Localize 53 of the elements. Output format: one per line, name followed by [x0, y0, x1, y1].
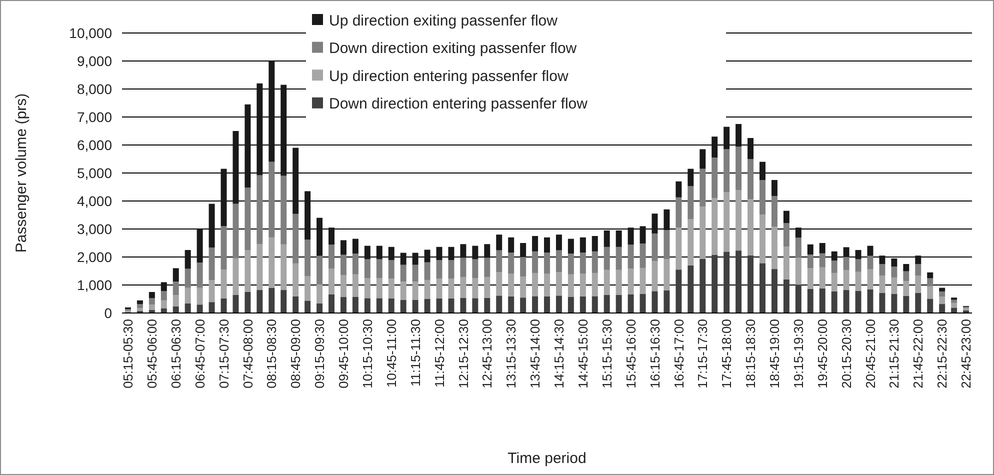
y-tick-label: 10,000: [69, 24, 112, 41]
x-tick-label: 16:15-16:30: [647, 319, 662, 388]
y-tick-label: 5,000: [76, 164, 112, 181]
y-tick-label: 8,000: [76, 80, 112, 97]
x-tick-label: 19:45-20:00: [814, 319, 830, 388]
y-tick-label: 4,000: [76, 192, 112, 209]
x-tick-label: 09:45-10:00: [336, 319, 352, 388]
x-tick-label: 07:45-08:00: [240, 319, 256, 388]
y-tick-label: 0: [104, 304, 112, 321]
legend-label: Down direction entering passenfer flow: [329, 96, 588, 113]
legend-label: Up direction entering passenfer flow: [329, 68, 568, 85]
legend-label: Down direction exiting passenfer flow: [329, 40, 577, 58]
x-tick-label: 20:45-21:00: [862, 319, 878, 388]
x-tick-label: 22:45-23:00: [958, 319, 974, 388]
x-tick-label: 18:15-18:30: [743, 319, 758, 388]
x-tick-label: 14:15-14:30: [552, 319, 567, 388]
x-tick-label: 05:15-05:30: [120, 319, 136, 388]
x-tick-label: 11:45-12:00: [432, 319, 447, 388]
x-tick-label: 12:45-13:00: [480, 319, 495, 388]
x-tick-label: 08:15-08:30: [264, 319, 280, 388]
x-tick-label: 18:45-19:00: [767, 319, 782, 388]
y-tick-label: 1,000: [76, 276, 112, 293]
y-tick-label: 6,000: [76, 136, 112, 153]
x-tick-label: 13:45-14:00: [528, 319, 543, 388]
x-tick-label: 10:45-11:00: [384, 319, 399, 388]
y-tick-label: 7,000: [76, 108, 112, 125]
x-tick-label: 21:45-22:00: [910, 319, 926, 388]
y-tick-label: 2,000: [76, 248, 112, 265]
x-tick-label: 20:15-20:30: [838, 319, 854, 388]
x-tick-label: 11:15-11:30: [408, 319, 423, 386]
x-axis-title: Time period: [508, 450, 586, 467]
x-tick-label: 16:45-17:00: [671, 319, 686, 388]
x-tick-label: 15:45-16:00: [623, 319, 638, 388]
x-tick-label: 06:45-07:00: [192, 319, 208, 388]
x-tick-label: 07:15-07:30: [216, 319, 232, 388]
x-tick-label: 05:45-06:00: [144, 319, 160, 388]
y-tick-label: 9,000: [76, 52, 112, 69]
y-axis-title: Passenger volume (prs): [13, 93, 30, 253]
x-tick-label: 22:15-22:30: [934, 319, 950, 388]
x-tick-label: 08:45-09:00: [288, 319, 304, 388]
x-tick-label: 10:15-10:30: [360, 319, 375, 388]
x-tick-label: 15:15-15:30: [599, 319, 614, 388]
x-tick-label: 12:15-12:30: [456, 319, 471, 388]
y-tick-label: 3,000: [76, 220, 112, 237]
x-tick-label: 14:45-15:00: [575, 319, 590, 388]
x-tick-label: 13:15-13:30: [504, 319, 519, 388]
x-tick-label: 17:45-18:00: [719, 319, 734, 388]
x-tick-label: 19:15-19:30: [790, 319, 806, 388]
legend-label: Up direction exiting passenfer flow: [329, 12, 558, 30]
x-tick-label: 17:15-17:30: [695, 319, 710, 388]
x-tick-label: 06:15-06:30: [168, 319, 184, 388]
x-tick-label: 21:15-21:30: [886, 319, 902, 388]
x-tick-label: 09:15-09:30: [312, 319, 328, 388]
